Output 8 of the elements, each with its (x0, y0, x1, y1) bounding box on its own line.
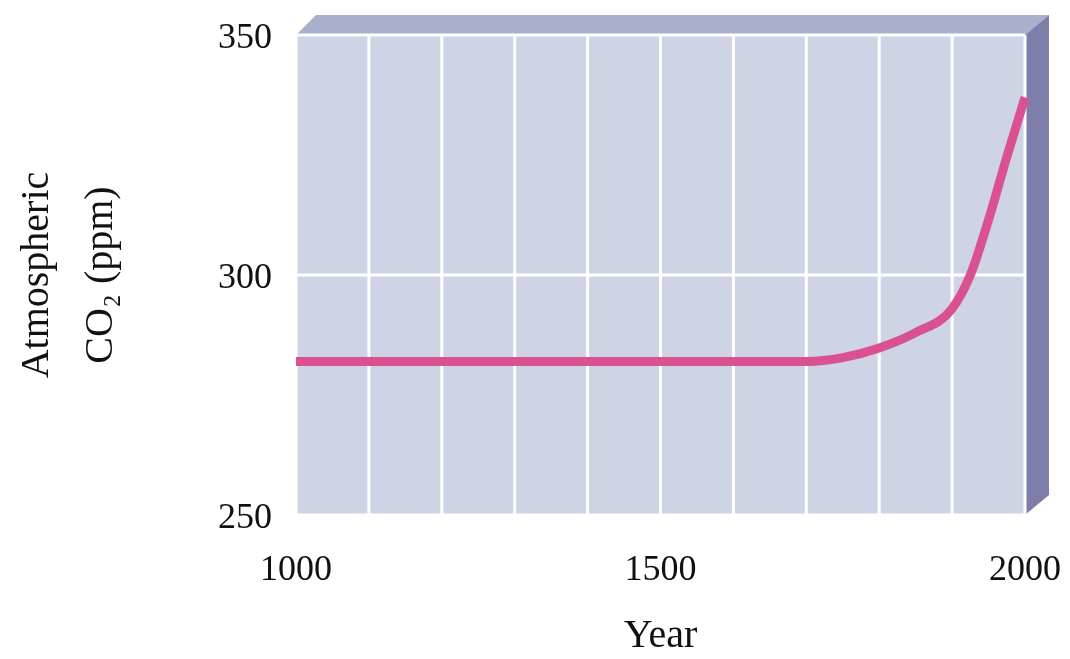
y-tick-label: 250 (218, 495, 272, 536)
x-tick-label: 2000 (989, 548, 1061, 588)
x-tick-label: 1500 (624, 548, 697, 588)
y-tick-label: 300 (218, 255, 272, 296)
y-axis-title: Atmospheric CO₂ (ppm) (12, 171, 121, 379)
x-tick-label: 1000 (260, 548, 332, 588)
x-axis-title: Year (623, 611, 698, 656)
y-tick-label: 350 (218, 15, 272, 56)
